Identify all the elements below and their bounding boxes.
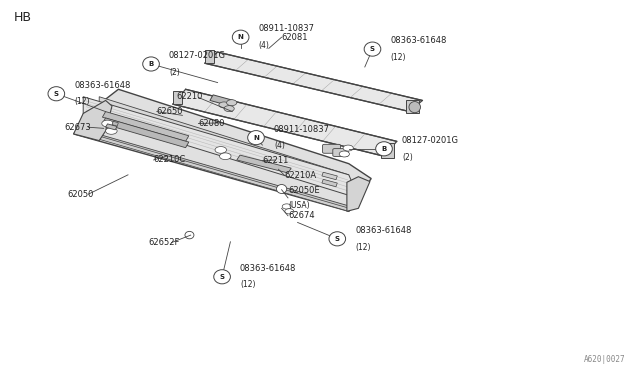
Text: 62211: 62211: [262, 156, 289, 165]
Text: 08363-61648: 08363-61648: [74, 81, 131, 90]
Circle shape: [343, 145, 353, 151]
Text: 08127-0201G: 08127-0201G: [169, 51, 226, 60]
Polygon shape: [112, 121, 118, 126]
Circle shape: [102, 120, 113, 127]
Ellipse shape: [276, 185, 287, 193]
Text: S: S: [370, 46, 375, 52]
Text: (2): (2): [402, 153, 413, 161]
Text: 08363-61648: 08363-61648: [390, 36, 447, 45]
Polygon shape: [210, 95, 234, 106]
Polygon shape: [102, 118, 189, 148]
Polygon shape: [205, 50, 214, 63]
Text: 62673: 62673: [64, 123, 91, 132]
Polygon shape: [173, 91, 182, 104]
Polygon shape: [74, 89, 371, 211]
Circle shape: [219, 102, 229, 108]
Polygon shape: [102, 112, 189, 141]
Text: N: N: [253, 135, 259, 141]
Text: 08911-10837: 08911-10837: [259, 25, 315, 33]
Text: 08911-10837: 08911-10837: [274, 125, 330, 134]
Text: (USA): (USA): [288, 201, 310, 210]
Text: S: S: [220, 274, 225, 280]
Ellipse shape: [143, 57, 159, 71]
Text: (12): (12): [355, 243, 371, 251]
Circle shape: [285, 209, 294, 214]
Circle shape: [224, 106, 234, 112]
Ellipse shape: [248, 131, 264, 145]
Polygon shape: [83, 132, 352, 211]
Polygon shape: [106, 124, 117, 130]
Ellipse shape: [364, 42, 381, 56]
Text: 62652F: 62652F: [148, 238, 180, 247]
Text: B: B: [148, 61, 154, 67]
Ellipse shape: [232, 30, 249, 44]
Text: 62081: 62081: [282, 33, 308, 42]
Text: 08127-0201G: 08127-0201G: [402, 136, 459, 145]
Polygon shape: [237, 155, 291, 173]
Text: (12): (12): [240, 280, 255, 289]
FancyBboxPatch shape: [333, 148, 348, 156]
Text: 62210A: 62210A: [285, 171, 317, 180]
Text: 62210C: 62210C: [154, 155, 186, 164]
Text: 62050: 62050: [67, 190, 93, 199]
Polygon shape: [406, 100, 419, 113]
Polygon shape: [322, 172, 337, 180]
Polygon shape: [74, 100, 112, 141]
Text: HB: HB: [14, 11, 32, 24]
Circle shape: [282, 204, 291, 209]
Text: 62050E: 62050E: [288, 186, 319, 195]
Text: (4): (4): [259, 41, 269, 50]
Circle shape: [106, 128, 117, 134]
Circle shape: [215, 147, 227, 153]
Polygon shape: [347, 177, 370, 211]
Text: 08363-61648: 08363-61648: [240, 264, 296, 273]
Ellipse shape: [185, 231, 194, 239]
Polygon shape: [205, 52, 422, 112]
Text: 08363-61648: 08363-61648: [355, 226, 412, 235]
Text: S: S: [335, 236, 340, 242]
Text: 62080: 62080: [198, 119, 225, 128]
Text: (12): (12): [390, 53, 406, 62]
Ellipse shape: [376, 142, 392, 156]
Circle shape: [220, 153, 231, 160]
Ellipse shape: [48, 87, 65, 101]
Polygon shape: [322, 179, 337, 187]
Text: (4): (4): [274, 141, 285, 150]
Text: 62650: 62650: [157, 107, 183, 116]
Text: A620|0027: A620|0027: [584, 355, 626, 364]
Ellipse shape: [214, 270, 230, 284]
Polygon shape: [99, 97, 349, 182]
Ellipse shape: [329, 232, 346, 246]
Polygon shape: [381, 143, 394, 158]
Text: (12): (12): [74, 97, 90, 106]
Text: 62674: 62674: [288, 211, 315, 220]
Text: B: B: [381, 146, 387, 152]
Polygon shape: [173, 89, 397, 156]
FancyBboxPatch shape: [323, 144, 340, 153]
Text: (2): (2): [169, 68, 180, 77]
Text: 62210: 62210: [176, 92, 202, 101]
Circle shape: [339, 151, 349, 157]
Circle shape: [227, 100, 237, 106]
Polygon shape: [83, 130, 351, 210]
Text: S: S: [54, 91, 59, 97]
Polygon shape: [83, 97, 355, 195]
Text: N: N: [237, 34, 244, 40]
Ellipse shape: [409, 102, 420, 113]
